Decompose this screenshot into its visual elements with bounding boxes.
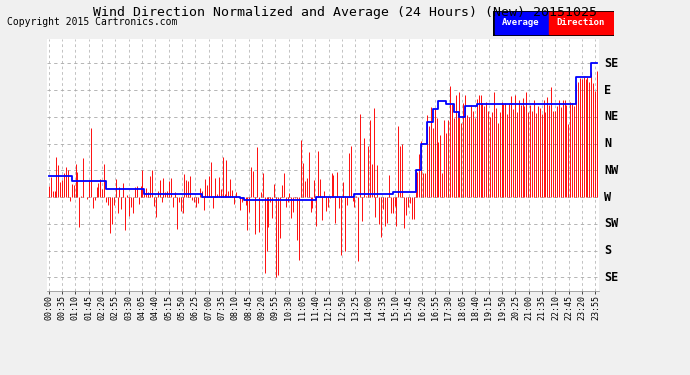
Bar	[549, 12, 613, 34]
Text: S: S	[604, 244, 611, 257]
Text: SE: SE	[604, 57, 619, 70]
Text: Wind Direction Normalized and Average (24 Hours) (New) 20151025: Wind Direction Normalized and Average (2…	[93, 6, 597, 19]
Text: SW: SW	[604, 217, 619, 230]
Text: SE: SE	[604, 271, 619, 284]
Text: NE: NE	[604, 110, 619, 123]
Text: E: E	[604, 84, 611, 97]
Text: Direction: Direction	[557, 18, 605, 27]
Text: Copyright 2015 Cartronics.com: Copyright 2015 Cartronics.com	[7, 17, 177, 27]
Text: Average: Average	[502, 18, 540, 27]
Text: W: W	[604, 190, 611, 204]
Text: N: N	[604, 137, 611, 150]
Text: NW: NW	[604, 164, 619, 177]
Bar	[495, 12, 548, 34]
